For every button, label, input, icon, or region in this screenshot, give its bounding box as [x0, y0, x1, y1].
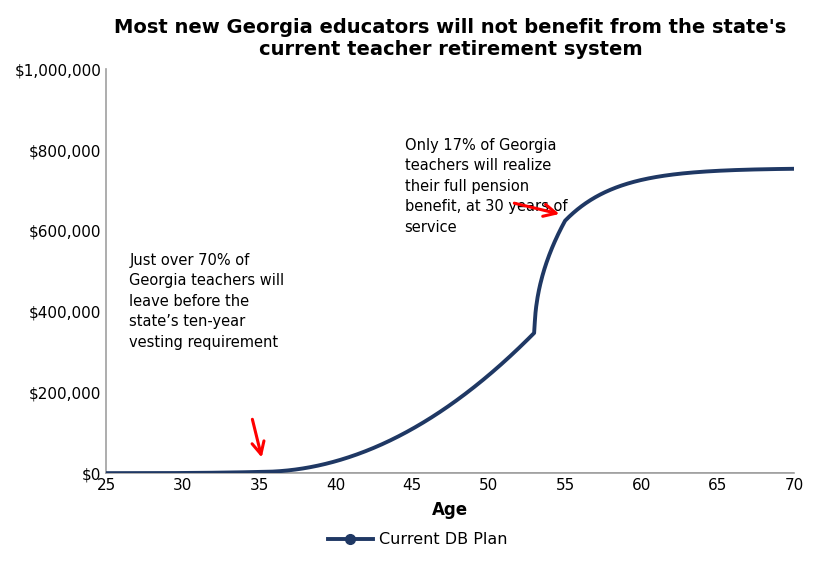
X-axis label: Age: Age [432, 501, 468, 519]
Text: Only 17% of Georgia
teachers will realize
their full pension
benefit, at 30 year: Only 17% of Georgia teachers will realiz… [405, 138, 567, 234]
Title: Most new Georgia educators will not benefit from the state's
current teacher ret: Most new Georgia educators will not bene… [115, 18, 786, 59]
Text: Just over 70% of
Georgia teachers will
leave before the
state’s ten-year
vesting: Just over 70% of Georgia teachers will l… [129, 253, 284, 350]
Text: Current DB Plan: Current DB Plan [379, 532, 508, 547]
